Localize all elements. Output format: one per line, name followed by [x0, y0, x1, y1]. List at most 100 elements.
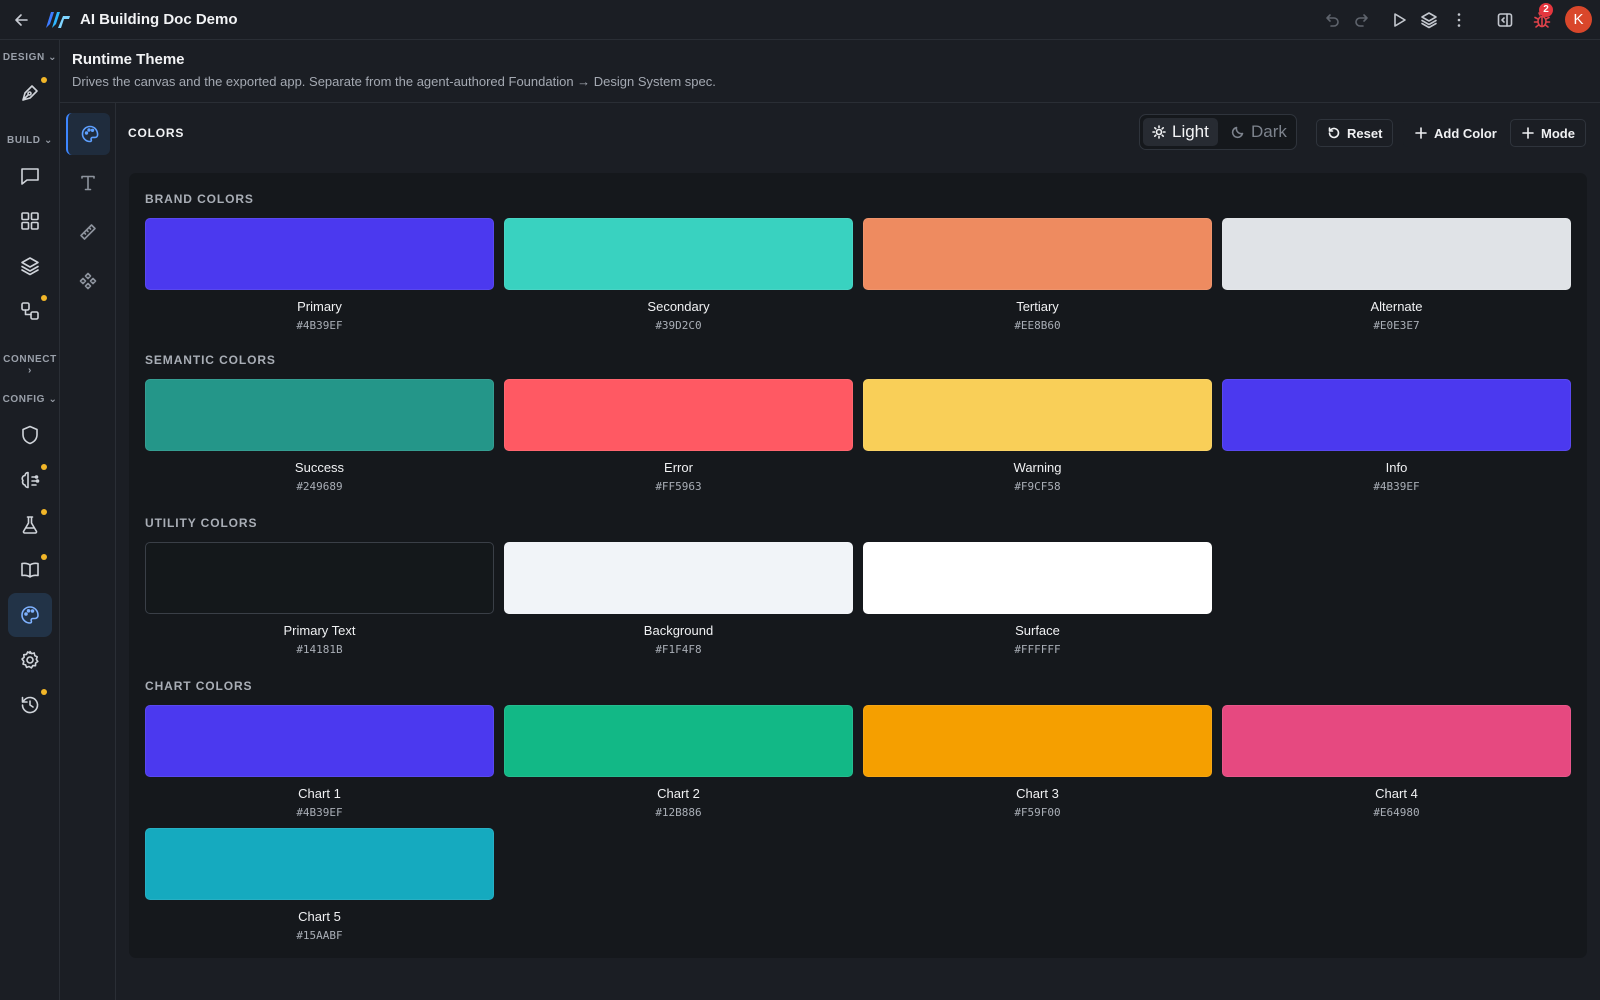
page-title: Runtime Theme — [72, 51, 185, 68]
group-label: BRAND COLORS — [145, 192, 254, 206]
rail-testing[interactable] — [8, 503, 52, 547]
color-card[interactable]: Warning #F9CF58 — [863, 379, 1212, 493]
plus-icon — [1415, 127, 1427, 139]
app-title: AI Building Doc Demo — [80, 11, 238, 28]
color-card[interactable]: Success #249689 — [145, 379, 494, 493]
add-color-label: Add Color — [1434, 125, 1497, 141]
add-color-button[interactable]: Add Color — [1403, 119, 1508, 147]
rail-layers[interactable] — [8, 244, 52, 288]
plus-icon — [1522, 127, 1534, 139]
layers-icon[interactable] — [1420, 11, 1438, 29]
color-hex: #F1F4F8 — [655, 643, 702, 656]
layers-icon — [21, 257, 39, 276]
user-avatar[interactable]: K — [1565, 6, 1592, 33]
color-hex: #FF5963 — [655, 480, 702, 493]
page-subtitle: Drives the canvas and the exported app. … — [72, 74, 716, 89]
subnav-spacing[interactable] — [66, 211, 110, 253]
color-name: Tertiary — [1016, 299, 1059, 314]
color-swatch[interactable] — [504, 379, 853, 451]
rail-section-connect[interactable]: CONNECT › — [3, 354, 57, 376]
rail-section-config[interactable]: CONFIG ⌄ — [2, 394, 58, 405]
notification-dot — [41, 77, 47, 83]
rail-section-design[interactable]: DESIGN ⌄ — [2, 52, 58, 63]
pen-tool-icon — [22, 85, 38, 101]
color-card[interactable]: Tertiary #EE8B60 — [863, 218, 1212, 332]
rail-workflow[interactable] — [8, 289, 52, 333]
rail-section-build-label: BUILD — [7, 135, 41, 146]
color-name: Chart 5 — [298, 909, 341, 924]
color-card[interactable]: Info #4B39EF — [1222, 379, 1571, 493]
color-card[interactable]: Error #FF5963 — [504, 379, 853, 493]
color-swatch[interactable] — [504, 705, 853, 777]
rail-docs[interactable] — [8, 548, 52, 592]
color-hex: #249689 — [296, 480, 343, 493]
color-card[interactable]: Background #F1F4F8 — [504, 542, 853, 656]
play-icon[interactable] — [1390, 11, 1408, 29]
flask-icon — [22, 516, 38, 534]
color-hex: #12B886 — [655, 806, 702, 819]
color-swatch[interactable] — [1222, 379, 1571, 451]
rail-security[interactable] — [8, 413, 52, 457]
color-card[interactable]: Chart 4 #E64980 — [1222, 705, 1571, 819]
rail-components[interactable] — [8, 199, 52, 243]
ruler-icon — [80, 224, 96, 240]
subnav-typography[interactable] — [66, 162, 110, 204]
undo-icon[interactable] — [1323, 11, 1341, 29]
color-name: Warning — [1013, 460, 1062, 475]
rail-history[interactable] — [8, 683, 52, 727]
more-vertical-icon[interactable] — [1450, 11, 1468, 29]
color-swatch[interactable] — [145, 379, 494, 451]
add-mode-button[interactable]: Mode — [1510, 119, 1586, 147]
color-swatch[interactable] — [1222, 218, 1571, 290]
color-swatch[interactable] — [863, 379, 1212, 451]
color-card[interactable]: Primary Text #14181B — [145, 542, 494, 656]
color-card[interactable]: Chart 5 #15AABF — [145, 828, 494, 942]
color-swatch[interactable] — [1222, 705, 1571, 777]
color-card[interactable]: Alternate #E0E3E7 — [1222, 218, 1571, 332]
color-swatch[interactable] — [145, 705, 494, 777]
redo-icon[interactable] — [1353, 11, 1371, 29]
theme-subnav — [60, 103, 116, 1000]
color-name: Error — [664, 460, 693, 475]
color-hex: #15AABF — [296, 929, 343, 942]
subnav-colors[interactable] — [66, 113, 110, 155]
color-swatch[interactable] — [863, 218, 1212, 290]
reset-button[interactable]: Reset — [1316, 119, 1394, 147]
toggle-panel-icon[interactable] — [1496, 11, 1514, 29]
color-hex: #EE8B60 — [1014, 319, 1061, 332]
color-card[interactable]: Chart 2 #12B886 — [504, 705, 853, 819]
rail-design-pen[interactable] — [8, 71, 52, 115]
rail-ai-agents[interactable] — [8, 458, 52, 502]
book-open-icon — [21, 562, 39, 578]
rail-settings[interactable] — [8, 638, 52, 682]
color-card[interactable]: Surface #FFFFFF — [863, 542, 1212, 656]
rail-theme[interactable] — [8, 593, 52, 637]
color-name: Success — [294, 460, 345, 475]
color-swatch[interactable] — [145, 542, 494, 614]
sun-icon — [1152, 125, 1166, 139]
top-bar: AI Building Doc Demo 2 K — [0, 0, 1600, 40]
color-card[interactable]: Secondary #39D2C0 — [504, 218, 853, 332]
workflow-icon — [21, 302, 39, 320]
notification-dot — [41, 295, 47, 301]
subnav-components[interactable] — [66, 260, 110, 302]
bug-count-badge: 2 — [1539, 3, 1553, 17]
notification-dot — [41, 464, 47, 470]
color-swatch[interactable] — [863, 542, 1212, 614]
light-mode-option[interactable]: Light — [1143, 118, 1218, 146]
dark-mode-option[interactable]: Dark — [1222, 118, 1296, 146]
color-name: Chart 2 — [657, 786, 700, 801]
color-swatch[interactable] — [145, 828, 494, 900]
rail-section-connect-label: CONNECT — [3, 354, 57, 365]
rail-chat[interactable] — [8, 154, 52, 198]
color-card[interactable]: Chart 3 #F59F00 — [863, 705, 1212, 819]
color-card[interactable]: Primary #4B39EF — [145, 218, 494, 332]
back-arrow-icon[interactable] — [12, 10, 32, 30]
color-swatch[interactable] — [504, 542, 853, 614]
notification-dot — [41, 509, 47, 515]
color-swatch[interactable] — [863, 705, 1212, 777]
color-swatch[interactable] — [504, 218, 853, 290]
color-swatch[interactable] — [145, 218, 494, 290]
rail-section-build[interactable]: BUILD ⌄ — [7, 135, 53, 146]
color-card[interactable]: Chart 1 #4B39EF — [145, 705, 494, 819]
